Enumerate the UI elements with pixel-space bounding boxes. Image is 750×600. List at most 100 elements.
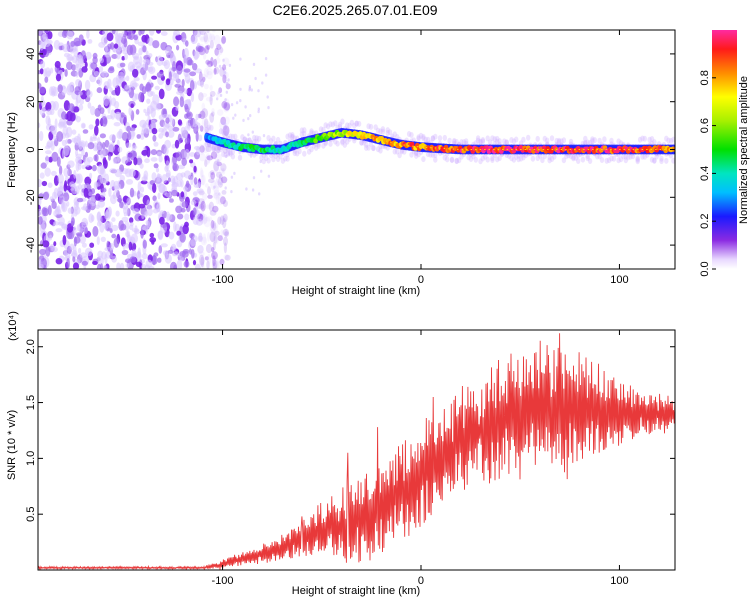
noise-speckle [189,152,196,157]
ridge-halo-speck [221,151,226,158]
noise-speckle [238,151,241,155]
noise-speckle [148,61,154,66]
noise-speckle [218,64,222,68]
noise-speckle [101,187,107,193]
noise-speckle [203,217,211,228]
ridge-halo-speck [423,136,428,143]
noise-speckle [267,174,271,178]
noise-speckle [197,245,204,254]
ridge-halo-speck [206,124,212,131]
noise-speckle [44,76,49,83]
noise-speckle [209,112,215,123]
noise-speckle [119,201,124,209]
noise-speckle [141,214,145,220]
ridge-halo-speck [514,136,519,143]
ridge-halo-speck [354,120,359,127]
noise-speckle [219,258,225,266]
ridge-halo-speck [266,157,271,164]
noise-speckle [186,79,190,84]
noise-speckle [216,180,220,185]
noise-speckle [57,84,63,93]
ridge-halo-speck [649,156,655,163]
ridge-halo-speck [592,137,597,144]
noise-speckle [189,117,194,126]
noise-speckle [214,153,222,163]
noise-speckle [189,159,194,164]
noise-speckle [209,221,217,233]
ridge-halo-speck [402,148,407,155]
noise-speckle [143,170,149,180]
noise-speckle [122,243,126,251]
noise-speckle [55,228,63,233]
noise-speckle [98,214,103,226]
ridge-halo-speck [445,156,450,163]
noise-speckle [98,65,104,73]
ridge-halo-speck [378,128,383,135]
noise-speckle [151,75,158,80]
ridge-halo-speck [425,151,431,158]
noise-speckle [47,182,53,188]
noise-speckle [200,73,207,81]
noise-speckle [126,125,132,132]
noise-speckle [206,44,211,50]
ridge-halo-speck [545,137,550,144]
noise-speckle [202,52,207,60]
noise-speckle [117,146,123,153]
noise-speckle [221,36,226,45]
noise-speckle [109,168,117,174]
ridge-halo-speck [504,139,509,146]
noise-speckle [72,262,80,269]
noise-speckle [221,121,224,125]
ridge-halo-speck [392,131,397,138]
x-tick-label: 0 [418,575,424,587]
ridge-halo-speck [385,127,390,134]
ridge-halo-speck [321,126,326,133]
ridge-halo-speck [492,136,497,143]
noise-speckle [63,52,71,58]
ridge-halo-speck [616,138,621,145]
ridge-halo-speck [359,139,364,146]
noise-speckle [199,215,208,225]
noise-speckle [252,176,256,180]
ridge-halo-speck [333,120,338,127]
noise-speckle [180,191,185,198]
ridge-halo-speck [230,153,236,160]
noise-speckle [90,214,95,222]
ridge-halo-speck [247,137,252,144]
noise-speckle [142,239,147,249]
noise-speckle [132,68,139,78]
noise-speckle [207,231,211,242]
noise-speckle [210,219,215,229]
noise-speckle [264,57,268,61]
noise-speckle [56,156,61,167]
noise-speckle [45,150,52,155]
noise-speckle [206,70,213,80]
noise-speckle [92,52,98,60]
noise-speckle [213,34,221,46]
ridge-halo-speck [497,138,502,145]
noise-speckle [217,91,220,95]
noise-speckle [181,157,187,166]
noise-speckle [176,230,182,236]
noise-speckle [222,58,225,62]
noise-speckle [158,88,165,100]
ridge-halo-speck [211,146,216,153]
ridge-halo-speck [626,154,631,161]
ridge-halo-speck [649,136,655,142]
noise-speckle [133,157,138,166]
noise-speckle [63,145,70,157]
noise-speckle [58,165,63,176]
noise-speckle [146,207,153,217]
ridge-halo-speck [378,147,383,154]
noise-speckle [204,121,211,131]
noise-speckle [130,233,138,244]
noise-speckle [109,134,117,142]
ridge-halo-speck [561,137,567,144]
ridge-halo-speck [428,151,433,158]
noise-speckle [111,217,116,222]
noise-speckle [114,101,120,109]
noise-speckle [137,247,141,258]
noise-speckle [99,191,106,198]
ridge-halo-speck [497,155,502,162]
ridge-halo-speck [587,139,593,146]
